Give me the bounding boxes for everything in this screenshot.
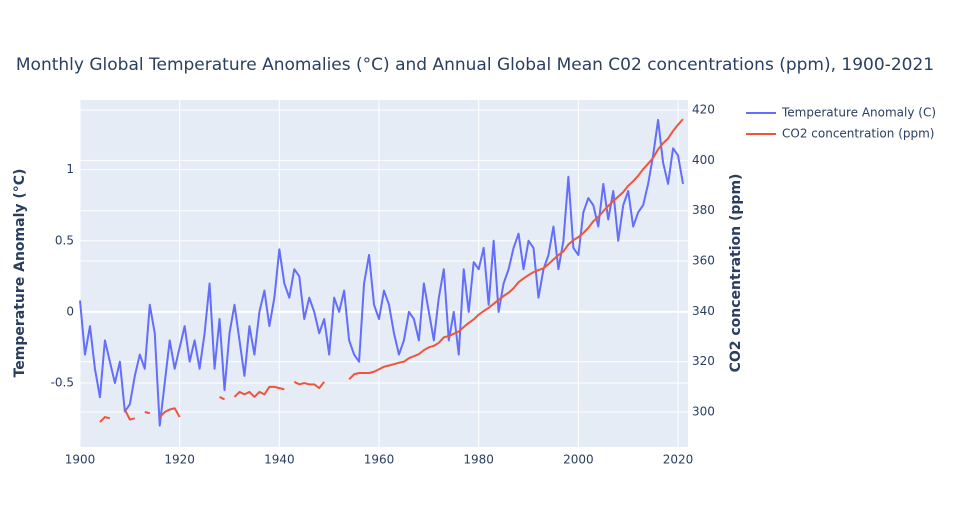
x-tick-label: 2000 xyxy=(563,453,594,467)
y-tick-label: 0 xyxy=(66,304,74,318)
data-line xyxy=(79,118,685,427)
y-tick-label: 1 xyxy=(66,162,74,176)
x-tick-label: 1960 xyxy=(364,453,395,467)
y2-tick-label: 320 xyxy=(692,354,715,368)
y2-tick-label: 400 xyxy=(692,153,715,167)
x-tick-label: 1980 xyxy=(463,453,494,467)
y2-axis-title: CO2 concentration (ppm) xyxy=(728,174,744,373)
y2-tick-label: 360 xyxy=(692,254,715,268)
x-tick-label: 2020 xyxy=(663,453,694,467)
y-tick-label: 0.5 xyxy=(55,233,74,247)
y2-tick-label: 380 xyxy=(692,203,715,217)
y-tick-label: -0.5 xyxy=(51,376,74,390)
plot-area xyxy=(80,100,688,447)
y-axis-title: Temperature Anomaly (°C) xyxy=(12,169,28,378)
legend-label: CO2 concentration (ppm) xyxy=(782,127,934,141)
x-tick-label: 1900 xyxy=(65,453,96,467)
y2-tick-label: 300 xyxy=(692,405,715,419)
y2-tick-label: 340 xyxy=(692,304,715,318)
x-tick-label: 1920 xyxy=(164,453,195,467)
legend-label: Temperature Anomaly (C) xyxy=(781,106,936,120)
chart-title: Monthly Global Temperature Anomalies (°C… xyxy=(16,55,934,75)
y2-tick-label: 420 xyxy=(692,103,715,117)
data-line xyxy=(99,118,684,423)
x-tick-label: 1940 xyxy=(264,453,295,467)
